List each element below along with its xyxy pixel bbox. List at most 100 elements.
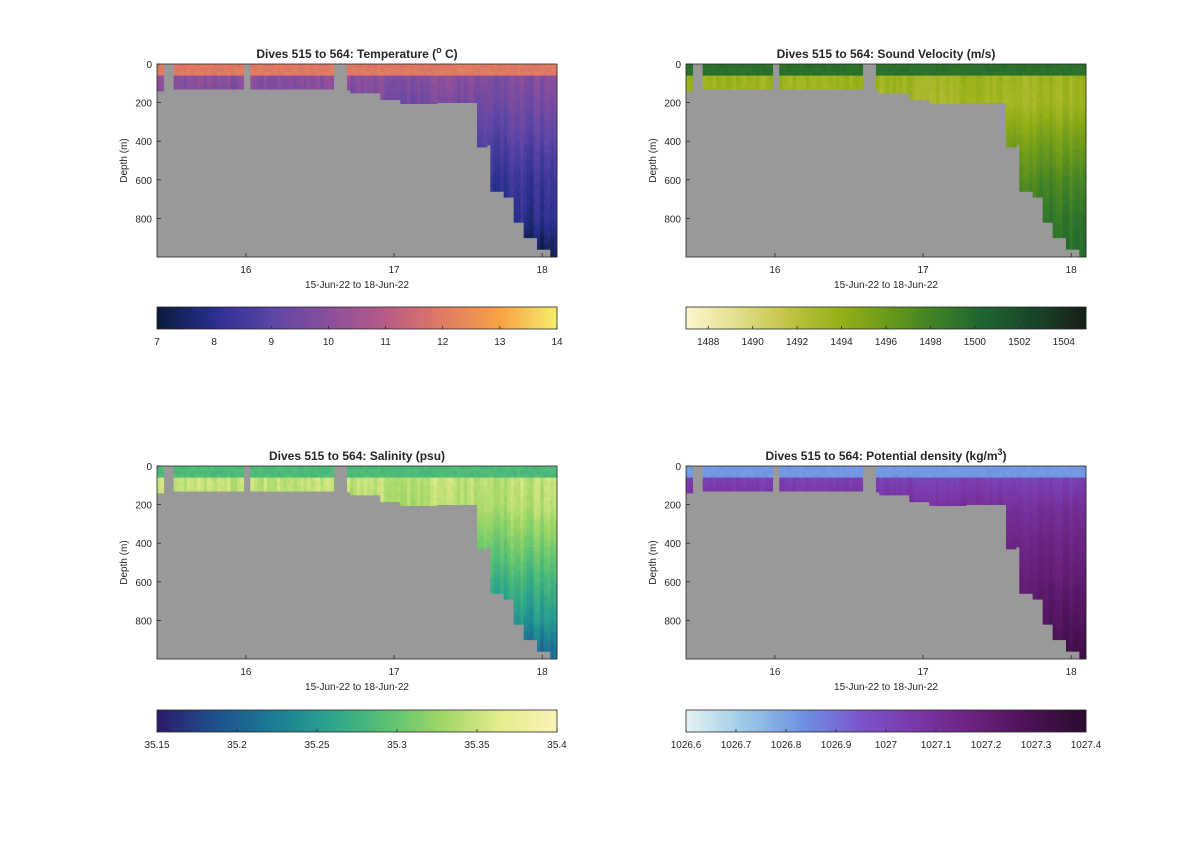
heatmap-cell (380, 64, 385, 69)
heatmap-cell (250, 67, 255, 73)
heatmap-cell (490, 539, 495, 544)
heatmap-cell (1062, 114, 1067, 119)
colorbar-segment (942, 307, 947, 329)
heatmap-cell (1082, 133, 1087, 138)
heatmap-cell (1062, 98, 1067, 103)
heatmap-cell (1056, 226, 1060, 231)
colorbar-segment (529, 307, 534, 329)
heatmap-cell (852, 87, 857, 90)
heatmap-cell (939, 64, 944, 69)
heatmap-cell (523, 535, 528, 540)
heatmap-cell (293, 473, 298, 478)
heatmap-cell (899, 87, 904, 92)
heatmap-cell (370, 64, 375, 69)
heatmap-cell (467, 496, 471, 502)
heatmap-cell (527, 512, 531, 517)
heatmap-cell (1039, 164, 1044, 169)
heatmap-cell (543, 110, 548, 115)
heatmap-cell (503, 562, 508, 567)
heatmap-cell (193, 79, 198, 84)
colorbar-segment (722, 307, 727, 329)
heatmap-cell (447, 473, 451, 478)
colorbar-segment (690, 307, 695, 329)
heatmap-cell (187, 466, 191, 471)
heatmap-cell (942, 98, 947, 103)
heatmap-cell (380, 489, 385, 494)
heatmap-cell (303, 64, 308, 69)
heatmap-cell (307, 83, 311, 88)
heatmap-cell (477, 102, 481, 107)
heatmap-cell (859, 87, 864, 90)
heatmap-cell (533, 550, 538, 556)
heatmap-cell (530, 129, 535, 134)
heatmap-cell (483, 512, 488, 517)
heatmap-cell (397, 469, 401, 475)
heatmap-cell (952, 94, 957, 100)
heatmap-cell (769, 83, 774, 88)
heatmap-cell (533, 531, 538, 536)
heatmap-cell (1036, 145, 1040, 150)
heatmap-cell (207, 489, 211, 492)
heatmap-cell (223, 481, 228, 486)
heatmap-cell (183, 469, 188, 475)
heatmap-cell (1032, 191, 1037, 196)
heatmap-cell (177, 83, 181, 88)
heatmap-cell (922, 75, 927, 80)
heatmap-cell (470, 87, 475, 92)
heatmap-cell (849, 83, 854, 88)
heatmap-cell (373, 87, 378, 92)
heatmap-cell (517, 210, 521, 215)
heatmap-cell (313, 481, 318, 486)
heatmap-cell (922, 79, 927, 84)
heatmap-cell (400, 102, 405, 104)
heatmap-cell (513, 527, 518, 533)
heatmap-cell (912, 64, 917, 69)
heatmap-cell (540, 577, 545, 583)
heatmap-cell (427, 466, 431, 471)
heatmap-cell (1049, 172, 1054, 177)
heatmap-cell (293, 489, 298, 492)
heatmap-cell (507, 164, 511, 169)
heatmap-cell (477, 106, 481, 111)
heatmap-cell (1042, 172, 1047, 177)
heatmap-cell (200, 75, 205, 80)
colorbar-tick-label: 1498 (919, 337, 942, 348)
heatmap-cell (487, 481, 491, 486)
heatmap-cell (527, 125, 531, 131)
heatmap-cell (1006, 102, 1010, 107)
heatmap-cell (709, 71, 714, 76)
heatmap-cell (493, 114, 498, 119)
heatmap-cell (540, 620, 545, 625)
heatmap-cell (1062, 191, 1067, 196)
heatmap-cell (510, 102, 515, 107)
heatmap-cell (300, 67, 305, 73)
heatmap-cell (1036, 98, 1040, 103)
heatmap-cell (490, 148, 495, 154)
heatmap-cell (483, 469, 488, 475)
heatmap-cell (1046, 106, 1050, 111)
heatmap-cell (966, 71, 970, 76)
heatmap-cell (936, 91, 940, 96)
heatmap-cell (297, 64, 301, 69)
heatmap-cell (297, 83, 301, 88)
heatmap-cell (227, 64, 231, 69)
heatmap-cell (447, 481, 451, 486)
heatmap-cell (437, 489, 441, 494)
heatmap-cell (467, 98, 471, 103)
heatmap-cell (527, 145, 531, 150)
heatmap-cell (517, 102, 521, 107)
heatmap-cell (517, 179, 521, 185)
heatmap-cell (553, 249, 558, 254)
heatmap-cell (550, 222, 555, 227)
heatmap-cell (553, 222, 558, 227)
heatmap-cell (1019, 102, 1024, 107)
heatmap-cell (979, 67, 984, 73)
heatmap-cell (490, 79, 495, 84)
heatmap-cell (543, 64, 548, 69)
colorbar-segment (862, 307, 867, 329)
heatmap-cell (203, 64, 208, 69)
heatmap-cell (210, 489, 215, 492)
heatmap-cell (1062, 118, 1067, 123)
heatmap-cell (203, 485, 208, 490)
heatmap-cell (500, 566, 505, 571)
